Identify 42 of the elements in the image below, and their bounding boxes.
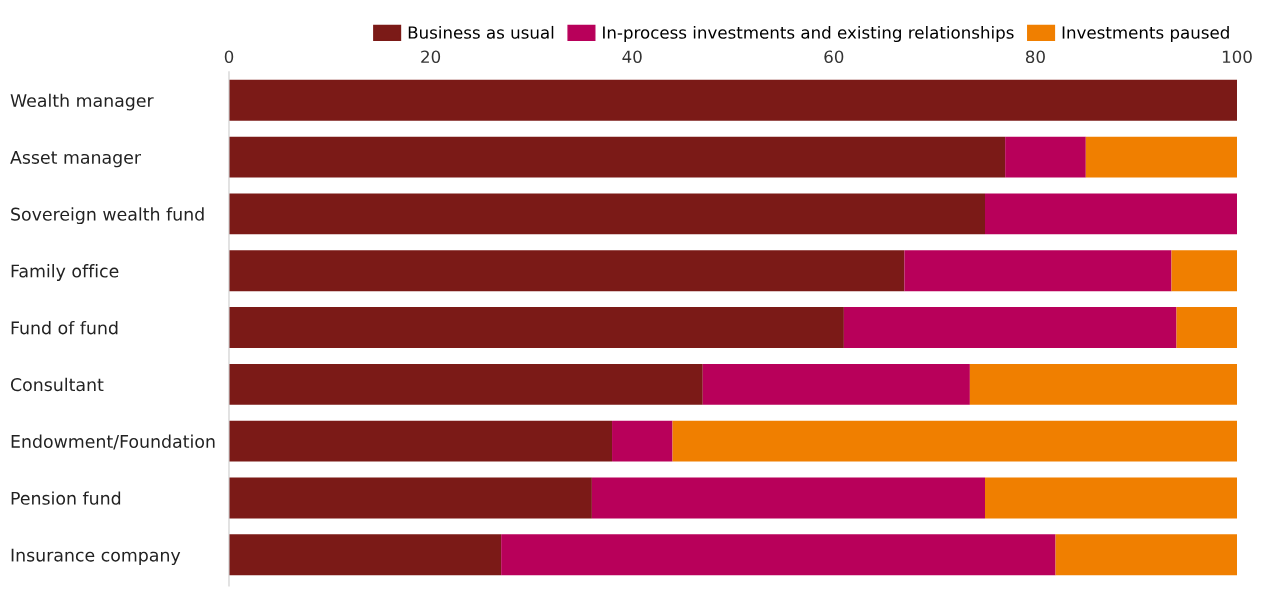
x-tick-label: 0 bbox=[224, 50, 234, 64]
bar bbox=[843, 307, 1177, 348]
bar bbox=[229, 534, 502, 576]
y-tick-label: Family office bbox=[11, 264, 119, 281]
bar bbox=[229, 307, 844, 348]
bar bbox=[229, 136, 1006, 178]
y-tick-label: Pension fund bbox=[11, 491, 121, 505]
y-tick-label: Fund of fund bbox=[11, 320, 118, 335]
bar bbox=[1176, 307, 1237, 348]
x-tick-label: 80 bbox=[1025, 50, 1045, 64]
bar bbox=[985, 193, 1237, 235]
x-tick-label: 60 bbox=[824, 50, 844, 64]
bar bbox=[672, 420, 1237, 462]
bar bbox=[229, 363, 703, 405]
bar bbox=[612, 420, 673, 462]
x-tick-label: 100 bbox=[1222, 50, 1252, 64]
bar bbox=[229, 420, 613, 462]
y-tick-label: Sovereign wealth fund bbox=[11, 207, 204, 225]
y-tick-label: Insurance company bbox=[11, 548, 181, 566]
bar bbox=[985, 477, 1237, 519]
bar bbox=[501, 534, 1056, 576]
bar bbox=[1055, 534, 1237, 576]
y-tick-label: Endowment/Foundation bbox=[11, 434, 215, 450]
bar bbox=[969, 363, 1237, 405]
bar bbox=[229, 477, 592, 519]
bar bbox=[904, 250, 1172, 292]
x-tick-label: 40 bbox=[622, 50, 642, 64]
y-tick-label: Wealth manager bbox=[10, 93, 154, 111]
legend-label: Business as usual bbox=[408, 25, 554, 39]
bar bbox=[1171, 250, 1237, 292]
bar bbox=[1085, 136, 1237, 178]
bar bbox=[229, 193, 985, 235]
bar bbox=[591, 477, 985, 519]
y-tick-label: Consultant bbox=[10, 377, 104, 392]
bar bbox=[702, 363, 970, 405]
legend-label: In-process investments and existing relationships bbox=[603, 25, 1014, 43]
legend-label: Investments paused bbox=[1062, 25, 1229, 43]
y-tick-label: Asset manager bbox=[10, 151, 141, 168]
bar bbox=[229, 79, 1237, 121]
bar bbox=[1005, 136, 1086, 178]
bar bbox=[229, 250, 905, 292]
x-tick-label: 20 bbox=[421, 50, 441, 64]
